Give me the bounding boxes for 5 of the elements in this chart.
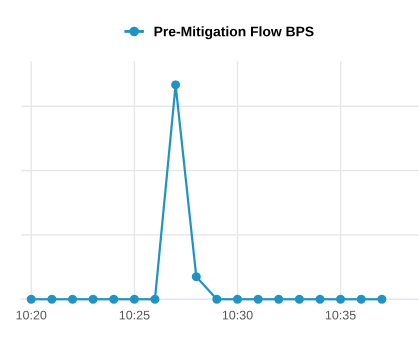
x-tick-label: 10:30 bbox=[222, 310, 253, 320]
x-tick-label: 10:20 bbox=[16, 310, 46, 320]
x-tick-label: 10:35 bbox=[326, 310, 356, 320]
legend-label: Pre-Mitigation Flow BPS bbox=[154, 26, 314, 40]
x-tick-label: 10:25 bbox=[120, 310, 150, 320]
